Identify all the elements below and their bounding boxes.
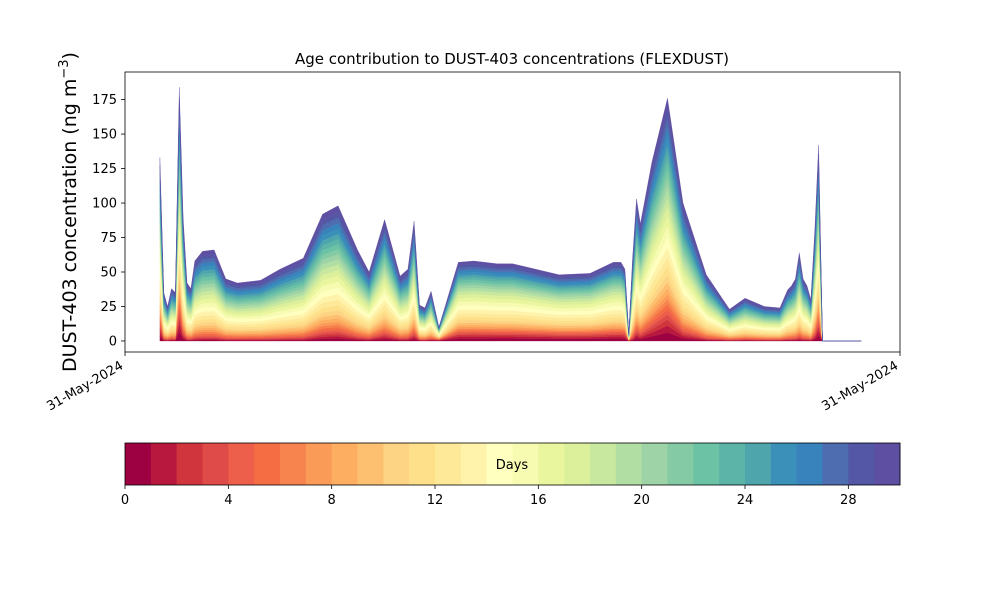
y-tick-label: 25 [100, 300, 117, 315]
colorbar-cell [331, 443, 358, 485]
colorbar-cell [383, 443, 410, 485]
colorbar-cell [874, 443, 901, 485]
colorbar-cell [254, 443, 281, 485]
y-tick-label: 100 [92, 197, 117, 212]
colorbar-cell [822, 443, 849, 485]
colorbar-cell [770, 443, 798, 485]
y-tick-label: 0 [109, 334, 117, 349]
colorbar-cell [435, 443, 462, 485]
colorbar-tick-label: 16 [530, 493, 547, 508]
colorbar: Days 0 4 8 12 16 20 24 28 [121, 442, 901, 508]
colorbar-cell [667, 443, 694, 485]
y-axis-label: DUST-403 concentration (ng m−3) [57, 52, 81, 372]
colorbar-cell [125, 443, 152, 485]
colorbar-cell [305, 443, 333, 485]
y-tick-label: 75 [100, 231, 117, 246]
y-axis-label-close: ) [59, 52, 81, 59]
colorbar-cell [641, 443, 668, 485]
colorbar-cell [228, 443, 255, 485]
colorbar-cell [486, 443, 513, 485]
colorbar-tick-label: 8 [328, 493, 336, 508]
colorbar-cell [202, 443, 229, 485]
colorbar-tick-label: 28 [840, 493, 857, 508]
colorbar-cell [796, 443, 823, 485]
stacked-areas [159, 87, 862, 342]
y-axis-label-main: DUST-403 concentration (ng m [59, 79, 81, 372]
colorbar-cell [564, 443, 591, 485]
plot-area: 0 25 50 75 100 125 150 175 [92, 71, 901, 356]
colorbar-cell [848, 443, 875, 485]
colorbar-cell [150, 443, 178, 485]
colorbar-cell [409, 443, 436, 485]
x-axis [124, 352, 901, 356]
x-tick-label-end: 31-May-2024 [819, 358, 901, 414]
area-band-day-29 [159, 87, 862, 342]
colorbar-cell [693, 443, 720, 485]
colorbar-cell [745, 443, 772, 485]
colorbar-tick-label: 12 [427, 493, 444, 508]
y-axis: 0 25 50 75 100 125 150 175 [92, 93, 125, 349]
colorbar-cell [719, 443, 746, 485]
chart-title: Age contribution to DUST-403 concentrati… [295, 50, 729, 68]
colorbar-label: Days [496, 458, 529, 473]
colorbar-cell [176, 443, 203, 485]
plot-border [124, 71, 901, 353]
x-tick-label-start: 31-May-2024 [44, 358, 126, 414]
colorbar-cell [280, 443, 307, 485]
colorbar-cell [615, 443, 643, 485]
colorbar-tick-label: 0 [121, 493, 129, 508]
y-tick-label: 125 [92, 162, 117, 177]
colorbar-tick-label: 20 [633, 493, 650, 508]
colorbar-cell [357, 443, 384, 485]
colorbar-border [124, 442, 901, 486]
y-tick-label: 150 [92, 128, 117, 143]
y-tick-label: 175 [92, 93, 117, 108]
colorbar-cell [512, 443, 539, 485]
colorbar-tick-label: 24 [737, 493, 754, 508]
colorbar-cells [125, 443, 901, 485]
colorbar-cell [590, 443, 617, 485]
colorbar-tick-label: 4 [224, 493, 232, 508]
colorbar-cell [460, 443, 488, 485]
colorbar-cell [538, 443, 565, 485]
y-axis-label-sup: −3 [57, 59, 72, 78]
colorbar-ticks: 0 4 8 12 16 20 24 28 [121, 485, 857, 508]
y-tick-label: 50 [100, 266, 117, 281]
